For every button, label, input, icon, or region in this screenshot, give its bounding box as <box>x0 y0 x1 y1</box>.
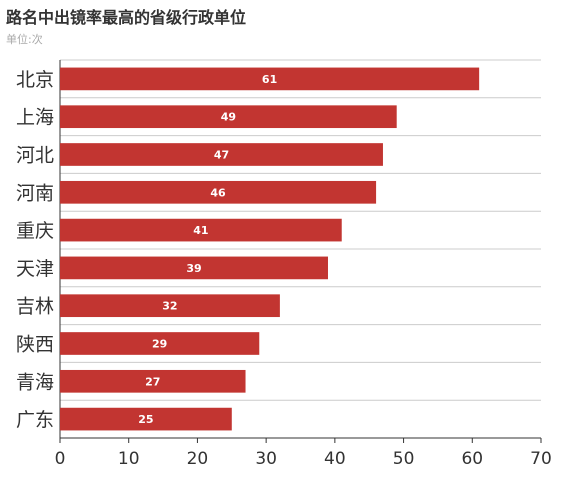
category-label: 青海 <box>16 371 54 393</box>
data-label: 61 <box>262 73 277 86</box>
category-label: 天津 <box>16 258 54 280</box>
x-tick-label: 50 <box>393 449 415 469</box>
category-label: 陕西 <box>16 334 54 356</box>
bar <box>60 180 377 204</box>
data-label: 32 <box>162 300 177 313</box>
x-tick-label: 0 <box>55 449 66 469</box>
data-label: 46 <box>210 186 226 199</box>
data-label: 47 <box>214 149 229 162</box>
data-label: 41 <box>193 224 208 237</box>
x-tick-label: 20 <box>187 449 209 469</box>
chart-subtitle: 单位:次 <box>6 33 43 46</box>
category-label: 北京 <box>16 69 54 91</box>
data-label: 39 <box>186 262 201 275</box>
bar <box>60 369 246 393</box>
data-label: 29 <box>152 338 167 351</box>
category-label: 重庆 <box>16 220 54 242</box>
category-label: 河南 <box>16 182 54 204</box>
bar <box>60 218 342 242</box>
bar <box>60 256 328 280</box>
bar <box>60 332 260 355</box>
category-label: 广东 <box>16 409 54 431</box>
data-label: 49 <box>221 111 236 124</box>
data-label: 25 <box>138 413 153 426</box>
bar <box>60 294 280 318</box>
x-tick-label: 30 <box>255 449 277 469</box>
category-label: 河北 <box>16 145 54 167</box>
x-tick-label: 40 <box>324 449 346 469</box>
bar <box>60 143 383 166</box>
x-tick-label: 10 <box>118 449 140 469</box>
category-label: 上海 <box>16 107 54 129</box>
bar <box>60 105 397 129</box>
category-label: 吉林 <box>16 296 54 318</box>
data-label: 27 <box>145 375 160 388</box>
bar <box>60 407 232 431</box>
x-tick-label: 60 <box>461 449 483 469</box>
bar <box>60 67 480 91</box>
chart-title: 路名中出镜率最高的省级行政单位 <box>6 8 247 27</box>
x-tick-label: 70 <box>530 449 552 469</box>
